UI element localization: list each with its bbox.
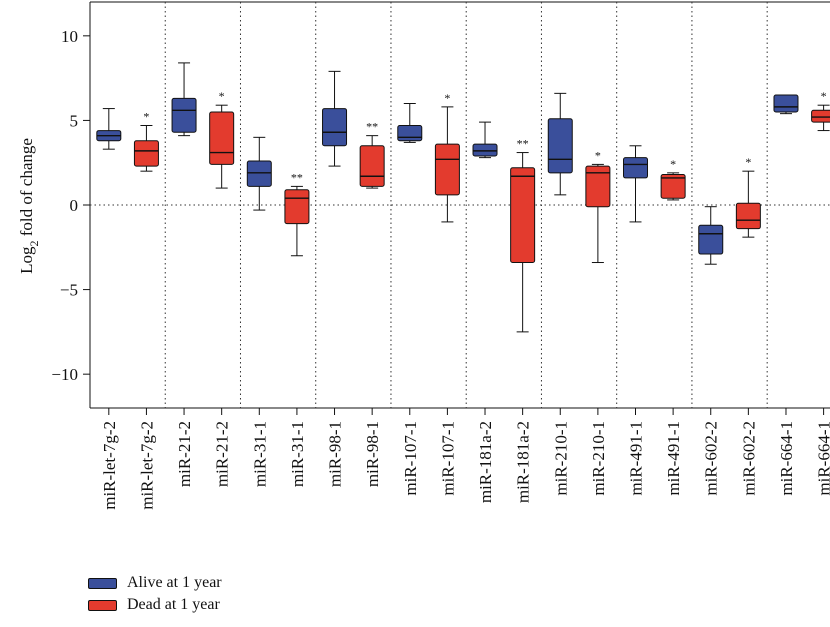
significance-mark: *	[219, 89, 225, 103]
significance-mark: *	[444, 91, 450, 105]
legend-item-dead: Dead at 1 year	[88, 594, 222, 616]
box-iqr	[209, 111, 235, 165]
x-tick-label: miR-31-1	[250, 421, 269, 487]
x-tick-label: miR-107-1	[438, 421, 457, 496]
box-iqr	[246, 160, 272, 187]
y-tick-label: −10	[51, 365, 78, 384]
x-tick-label: miR-let-7g-2	[137, 421, 156, 510]
legend: Alive at 1 year Dead at 1 year	[88, 572, 222, 616]
x-tick-label: miR-602-2	[739, 421, 758, 496]
legend-label-alive: Alive at 1 year	[127, 574, 222, 591]
significance-mark: *	[745, 155, 751, 169]
significance-mark: **	[517, 137, 529, 151]
y-tick-label: 0	[70, 196, 79, 215]
significance-mark: *	[670, 157, 676, 171]
x-tick-label: miR-let-7g-2	[100, 421, 119, 510]
box-iqr	[359, 145, 385, 187]
box-iqr	[660, 174, 686, 199]
y-axis-label-main: Log	[17, 246, 36, 274]
x-tick-label: miR-98-1	[326, 421, 345, 487]
y-axis-label-rest: fold of change	[17, 138, 36, 240]
significance-mark: **	[291, 170, 303, 184]
box-iqr	[510, 167, 536, 264]
x-tick-label: miR-181a-2	[476, 421, 495, 503]
x-tick-label: miR-210-1	[589, 421, 608, 496]
significance-mark: *	[821, 89, 827, 103]
significance-mark: *	[595, 148, 601, 162]
legend-swatch-alive	[88, 577, 117, 589]
box-iqr	[585, 165, 611, 208]
legend-item-alive: Alive at 1 year	[88, 572, 222, 594]
plot-area: 10 5 0 −5 −10 miR-let-7g-2 * miR-let-7g-2 miR-21…	[51, 1, 830, 510]
x-tick-label: miR-98-1	[363, 421, 382, 487]
legend-swatch-dead	[88, 599, 117, 611]
x-tick-label: miR-31-1	[288, 421, 307, 487]
box-iqr	[472, 143, 498, 157]
box-iqr	[397, 124, 423, 142]
significance-mark: **	[366, 120, 378, 134]
y-tick-label: 10	[61, 27, 78, 46]
box-iqr	[322, 108, 348, 147]
box-iqr	[735, 202, 761, 230]
y-axis-label: Log2 fold of change	[17, 138, 41, 274]
y-tick-label: 5	[70, 111, 79, 130]
y-tick-label: −5	[60, 281, 78, 300]
x-tick-label: miR-664-1	[815, 421, 830, 496]
x-tick-label: miR-21-2	[175, 421, 194, 487]
x-tick-label: miR-21-2	[213, 421, 232, 487]
x-tick-label: miR-210-1	[551, 421, 570, 496]
y-axis-label-subscript: 2	[27, 241, 41, 247]
box-iqr	[434, 143, 460, 196]
box-iqr	[811, 109, 830, 123]
box-iqr	[133, 140, 159, 167]
x-tick-label: miR-491-1	[627, 421, 646, 496]
x-tick-label: miR-107-1	[401, 421, 420, 496]
legend-label-dead: Dead at 1 year	[127, 596, 220, 613]
box-iqr	[284, 189, 310, 225]
box-iqr	[698, 224, 724, 255]
x-tick-label: miR-664-1	[777, 421, 796, 496]
x-tick-label: miR-602-2	[702, 421, 721, 496]
box-iqr	[547, 118, 573, 174]
box-iqr	[623, 157, 649, 179]
box-iqr	[773, 94, 799, 113]
significance-mark: *	[143, 109, 149, 123]
box-iqr	[171, 97, 197, 133]
x-tick-label: miR-491-1	[664, 421, 683, 496]
x-tick-label: miR-181a-2	[514, 421, 533, 503]
